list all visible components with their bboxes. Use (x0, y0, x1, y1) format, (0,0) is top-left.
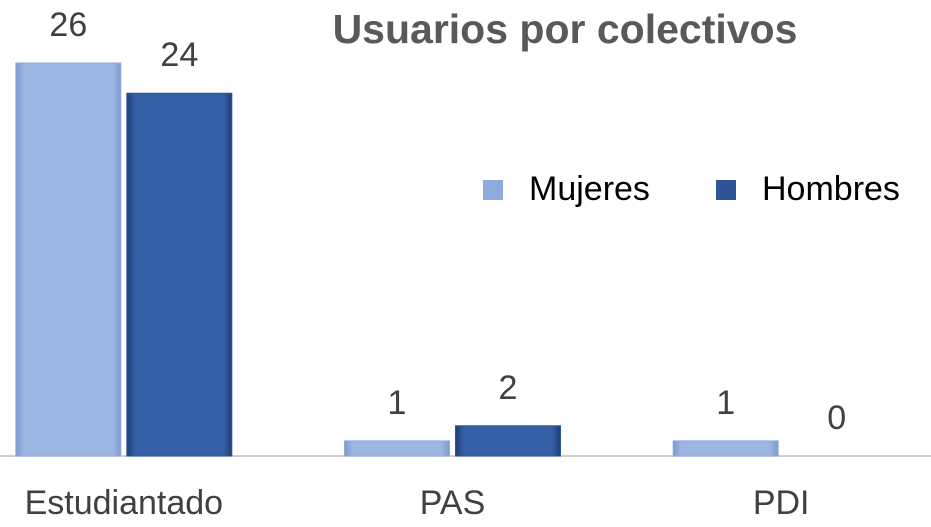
legend-label: Mujeres (529, 170, 650, 208)
data-label: 0 (827, 399, 846, 437)
bar (672, 440, 779, 457)
data-label: 1 (388, 384, 407, 422)
bar (455, 425, 561, 457)
x-tick-label: PAS (420, 484, 486, 522)
x-tick-label: Estudiantado (25, 484, 224, 522)
data-label: 2 (499, 369, 518, 407)
bar (344, 440, 450, 457)
bar (126, 92, 233, 457)
x-tick-label: PDI (753, 484, 810, 522)
data-label: 26 (49, 6, 87, 44)
legend-label: Hombres (762, 170, 900, 208)
bar (15, 62, 122, 457)
legend-swatch (483, 180, 503, 200)
chart-title: Usuarios por colectivos (333, 6, 798, 52)
data-label: 24 (160, 36, 198, 74)
data-label: 1 (716, 384, 735, 422)
legend-swatch (716, 180, 736, 200)
